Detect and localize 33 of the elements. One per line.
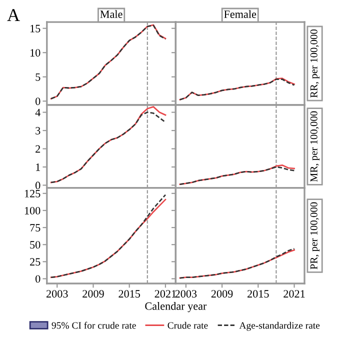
chart-title: Male xyxy=(100,10,122,18)
y-tick-label: 125 xyxy=(24,190,40,198)
x-tick-label: 2009 xyxy=(211,290,233,298)
y-tick-label: 75 xyxy=(30,224,40,232)
y-tick-label: 15 xyxy=(30,24,40,32)
y-tick-label: 3 xyxy=(36,127,40,134)
y-tick-label: 2 xyxy=(36,145,40,153)
text: 95% CI for crude rate xyxy=(52,322,136,329)
x-axis-title: Calendar year xyxy=(145,302,207,312)
legend-label: Age-standardize rate xyxy=(239,322,320,331)
x-tick-label: 2021 xyxy=(284,290,305,298)
y-tick-label: 0 xyxy=(36,182,40,190)
y-tick-label: 0 xyxy=(36,275,40,283)
y-tick-label: 1 xyxy=(36,164,40,171)
y-axis-title: PR, per 100,000 xyxy=(310,202,320,270)
x-tick-label: 2009 xyxy=(82,290,104,298)
x-tick-label: 2015 xyxy=(118,290,140,298)
chart-title: Female xyxy=(224,10,256,18)
y-axis-title: MR, per 100,000 xyxy=(310,111,320,182)
y-tick-label: 25 xyxy=(30,258,40,266)
y-tick-label: 50 xyxy=(30,241,40,249)
y-axis-title: RR, per 100,000 xyxy=(310,29,320,98)
y-tick-label: 100 xyxy=(24,206,40,214)
x-tick-label: 2003 xyxy=(46,290,68,298)
y-tick-label: 5 xyxy=(36,73,40,81)
y-tick-label: 10 xyxy=(30,49,40,57)
legend-label: Crude rate xyxy=(168,322,208,329)
y-tick-label: 4 xyxy=(35,108,40,116)
y-tick-label: 0 xyxy=(36,98,40,106)
x-tick-label: 2021 xyxy=(154,290,176,298)
text: A xyxy=(7,9,20,21)
x-tick-label: 2003 xyxy=(175,290,197,298)
x-tick-label: 2015 xyxy=(248,290,269,298)
